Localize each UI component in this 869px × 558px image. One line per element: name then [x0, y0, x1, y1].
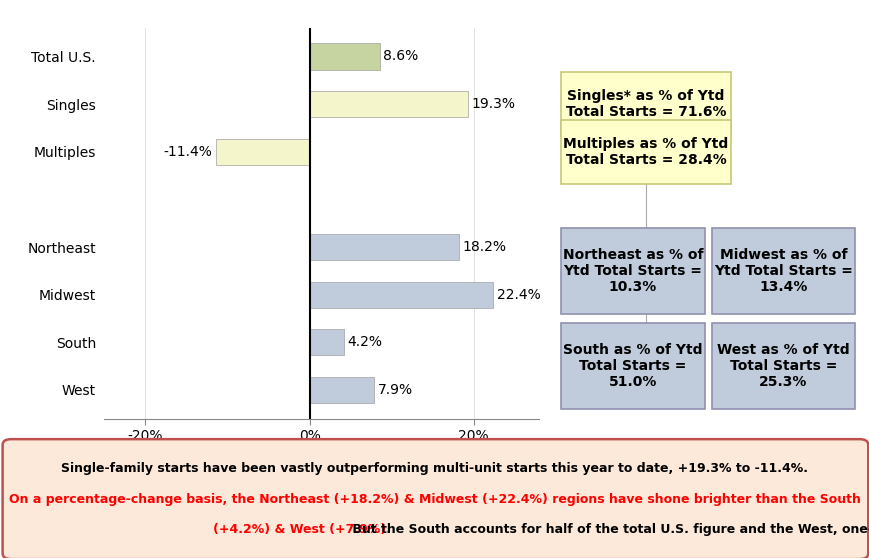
Text: Multiples as % of Ytd
Total Starts = 28.4%: Multiples as % of Ytd Total Starts = 28.…: [563, 137, 727, 167]
Text: 4.2%: 4.2%: [347, 335, 381, 349]
Bar: [309, 91, 468, 117]
Bar: [309, 234, 459, 260]
Bar: [309, 377, 374, 403]
Bar: [309, 282, 493, 308]
Bar: [309, 44, 380, 70]
Text: Northeast as % of
Ytd Total Starts =
10.3%: Northeast as % of Ytd Total Starts = 10.…: [562, 248, 702, 294]
Text: Midwest as % of
Ytd Total Starts =
13.4%: Midwest as % of Ytd Total Starts = 13.4%: [713, 248, 852, 294]
Text: 8.6%: 8.6%: [383, 50, 418, 64]
Text: South as % of Ytd
Total Starts =
51.0%: South as % of Ytd Total Starts = 51.0%: [562, 343, 702, 389]
Text: (+4.2%) & West (+7.9%).: (+4.2%) & West (+7.9%).: [213, 523, 390, 536]
Text: Single-family starts have been vastly outperforming multi-unit starts this year : Single-family starts have been vastly ou…: [62, 462, 807, 475]
Text: West as % of Ytd
Total Starts =
25.3%: West as % of Ytd Total Starts = 25.3%: [716, 343, 849, 389]
Text: -11.4%: -11.4%: [163, 145, 213, 158]
X-axis label: Ytd % Change: Ytd % Change: [256, 457, 387, 475]
Text: 22.4%: 22.4%: [496, 288, 540, 302]
Text: But the South accounts for half of the total U.S. figure and the West, one-quart: But the South accounts for half of the t…: [348, 523, 869, 536]
Bar: [309, 329, 343, 355]
Text: Singles* as % of Ytd
Total Starts = 71.6%: Singles* as % of Ytd Total Starts = 71.6…: [565, 89, 726, 119]
Text: 19.3%: 19.3%: [471, 97, 514, 111]
Bar: [216, 138, 309, 165]
Text: 7.9%: 7.9%: [377, 383, 413, 397]
Text: On a percentage-change basis, the Northeast (+18.2%) & Midwest (+22.4%) regions : On a percentage-change basis, the Northe…: [9, 493, 860, 506]
Text: 18.2%: 18.2%: [461, 240, 506, 254]
Text: 40%: 40%: [535, 441, 568, 455]
